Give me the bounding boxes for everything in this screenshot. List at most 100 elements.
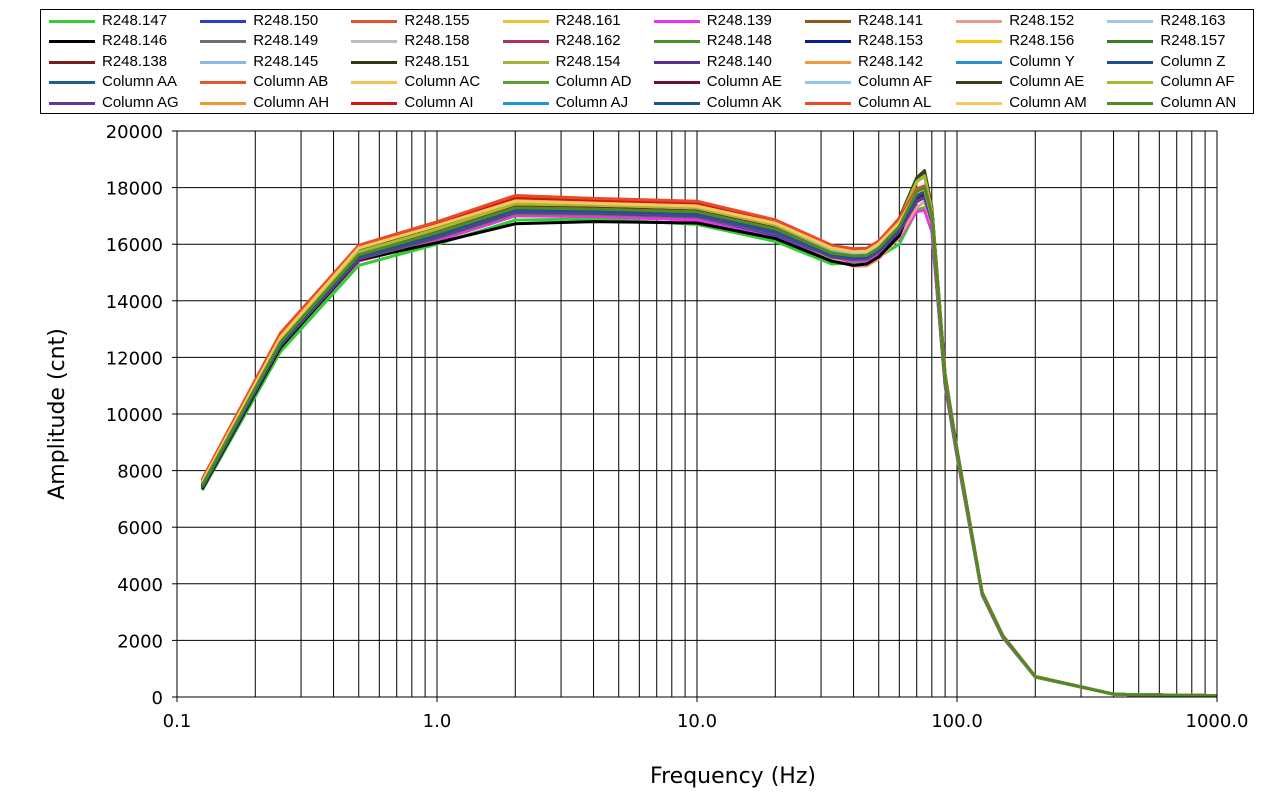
legend-swatch [1107,81,1154,85]
x-axis-title: Frequency (Hz) [650,764,816,789]
legend-swatch [956,81,1003,85]
legend: R248.147 R248.150 R248.155 R248.161 R248.139… [40,9,1254,114]
legend-label: R248.146 [102,32,168,50]
legend-label: Column AK [706,93,782,111]
legend-swatch [200,20,247,23]
legend-swatch [200,40,247,44]
legend-swatch [49,20,95,23]
legend-label: R248.151 [404,52,470,70]
x-axis-ticks: 0.1 1.0 10.0 100.0 1000.0 [163,697,1249,732]
legend-label: Column AC [404,73,481,91]
legend-swatch [805,20,851,23]
y-tick-label: 10000 [106,405,163,426]
legend-label: R248.142 [858,52,924,70]
legend-swatch [49,81,95,85]
y-tick-label: 8000 [117,462,163,483]
legend-label: Column AF [1160,73,1235,91]
y-tick-label: 2000 [117,631,163,652]
y-tick-label: 14000 [106,292,163,313]
legend-swatch [653,40,700,44]
legend-swatch [200,60,247,64]
legend-label: R248.140 [706,52,772,70]
legend-label: R248.148 [706,32,772,50]
legend-swatch [956,20,1003,23]
legend-swatch [351,40,398,44]
legend-swatch [1107,40,1154,44]
legend-swatch [351,20,398,23]
legend-swatch [502,101,549,105]
legend-swatch [653,81,700,85]
x-tick-label: 1000.0 [1186,711,1249,732]
y-tick-label: 16000 [106,235,163,256]
y-tick-label: 12000 [106,348,163,369]
series-lines [200,169,1218,698]
legend-label: R248.149 [253,32,319,50]
legend-swatch [956,60,1003,64]
series-line [200,208,1218,698]
series-line [200,200,1218,698]
legend-label: Column AL [858,93,932,111]
legend-label: R248.152 [1009,12,1075,29]
legend-swatch [653,60,700,64]
legend-swatch [200,81,247,85]
legend-swatch [200,101,247,105]
legend-label: R248.138 [102,52,168,70]
legend-swatch [49,101,95,105]
legend-label: Column AB [253,73,329,91]
legend-swatch [653,20,700,23]
legend-label: R248.156 [1009,32,1075,50]
legend-swatch [502,60,549,64]
legend-label: Column AH [253,93,330,111]
y-tick-label: 6000 [117,518,163,539]
legend-label: R248.139 [706,12,772,29]
x-tick-label: 10.0 [677,711,717,732]
legend-label: Column Z [1160,52,1226,70]
legend-label: R248.161 [555,12,621,29]
y-axis-ticks: 0 2000 4000 6000 8000 10000 12000 14000 16000 180… [106,122,177,709]
y-tick-label: 20000 [106,122,163,143]
legend-label: Column AN [1160,93,1237,111]
legend-label: R248.158 [404,32,470,50]
legend-label: R248.155 [404,12,470,29]
legend-label: R248.145 [253,52,319,70]
y-tick-label: 18000 [106,179,163,200]
series-line [200,205,1218,698]
legend-swatch [351,101,398,105]
legend-swatch [351,60,398,64]
series-line [200,186,1218,698]
x-tick-label: 0.1 [163,711,192,732]
legend-label: Column AI [404,93,474,111]
legend-label: Column AG [102,93,179,111]
legend-swatch [956,40,1003,44]
legend-label: Column AF [858,73,933,91]
legend-label: Column AJ [555,93,629,111]
legend-swatch [805,101,851,105]
legend-swatch [49,60,95,64]
y-tick-label: 4000 [117,575,163,596]
legend-swatch [1107,60,1154,64]
x-tick-label: 1.0 [423,711,452,732]
legend-label: R248.162 [555,32,621,50]
legend-swatch [805,81,851,85]
legend-label: R248.150 [253,12,319,29]
legend-swatch [351,81,398,85]
x-tick-label: 100.0 [931,711,983,732]
legend-label: R248.141 [858,12,924,29]
legend-label: Column AM [1009,93,1087,111]
legend-swatch [805,40,851,44]
legend-swatch [1107,101,1154,105]
legend-label: R248.153 [858,32,924,50]
legend-label: Column AE [1009,73,1085,91]
legend-label: Column AE [706,73,782,91]
legend-label: Column Y [1009,52,1075,70]
legend-swatch [1107,20,1154,23]
y-axis-title: Amplitude (cnt) [45,328,70,500]
legend-label: Column AA [102,73,178,91]
legend-label: R248.147 [102,12,168,29]
legend-swatch [956,101,1003,105]
legend-label: R248.154 [555,52,621,70]
legend-swatch [502,81,549,85]
legend-label: R248.157 [1160,32,1226,50]
legend-label: R248.163 [1160,12,1226,29]
